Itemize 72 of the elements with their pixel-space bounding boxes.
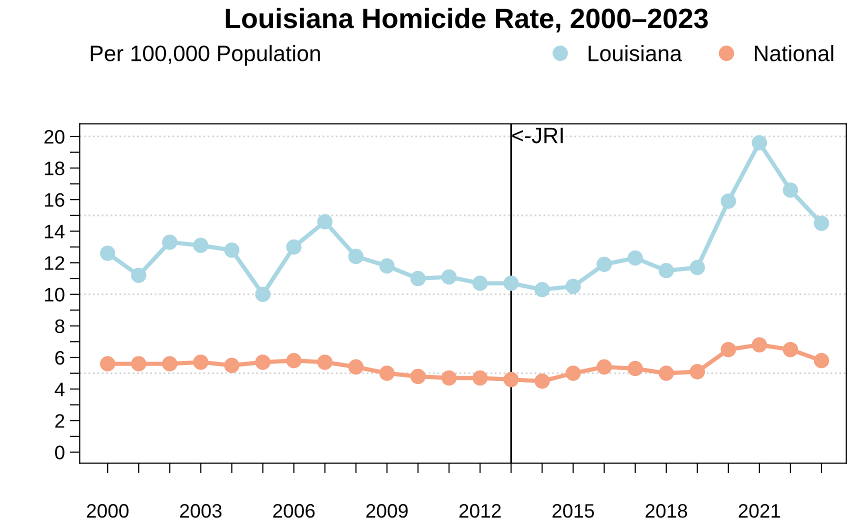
point [566,278,581,294]
chart-title: Louisiana Homicide Rate, 2000–2023 [226,8,708,32]
y-tick-label: 0 [55,446,64,460]
x-tick-label: 2018 [646,504,688,518]
point [814,216,830,231]
point [379,366,395,381]
y-tick-label: 20 [44,130,64,144]
y-tick-label: 2 [55,414,64,428]
point [379,258,395,274]
point [690,364,705,380]
point [503,372,519,388]
point [255,286,270,302]
point [503,276,519,291]
point [100,246,116,261]
point [410,368,426,384]
x-tick-label: 2003 [180,504,222,518]
legend-label: Louisiana [588,44,682,62]
point [596,256,612,272]
y-tick-label: 18 [44,162,64,176]
point [255,354,270,370]
point [348,359,364,375]
y-tick-label: 6 [55,350,64,365]
point [534,374,550,389]
point [193,354,208,370]
point [224,242,240,258]
point [286,239,302,255]
point [566,366,581,381]
point [628,250,643,266]
legend-label: National [754,44,834,62]
chart-subtitle: Per 100,000 Population [90,44,320,66]
y-tick-label: 4 [54,382,65,396]
point [193,238,208,254]
point [162,234,178,250]
point [472,370,488,386]
x-tick-label: 2006 [273,504,315,518]
point [782,182,798,198]
point [720,194,736,209]
ref-line-label: <-JRI [512,128,563,144]
y-tick-label: 12 [44,256,64,270]
y-tick-label: 14 [44,224,65,238]
point [162,356,178,372]
point [286,352,302,368]
point [658,263,674,278]
point [658,366,674,381]
x-tick-label: 2021 [738,504,780,518]
point [596,359,612,375]
point [720,342,736,358]
point [131,268,146,284]
point [317,354,333,370]
point [472,276,488,291]
point [131,356,146,372]
point [410,270,426,286]
point [752,135,768,150]
point [317,214,333,230]
y-tick-label: 10 [44,288,64,302]
point [628,360,643,376]
point [690,260,705,276]
point [534,282,550,298]
x-tick-label: 2015 [552,504,594,518]
point [348,248,364,264]
x-tick-label: 2000 [86,504,129,518]
y-tick-label: 8 [55,319,64,334]
point [441,269,457,285]
point [752,337,768,352]
x-tick-label: 2012 [459,504,501,518]
x-tick-label: 2009 [366,504,408,518]
point [441,370,457,386]
point [224,358,240,373]
point [782,342,798,358]
y-tick-label: 16 [44,193,64,207]
point [100,356,116,372]
point [814,352,830,368]
